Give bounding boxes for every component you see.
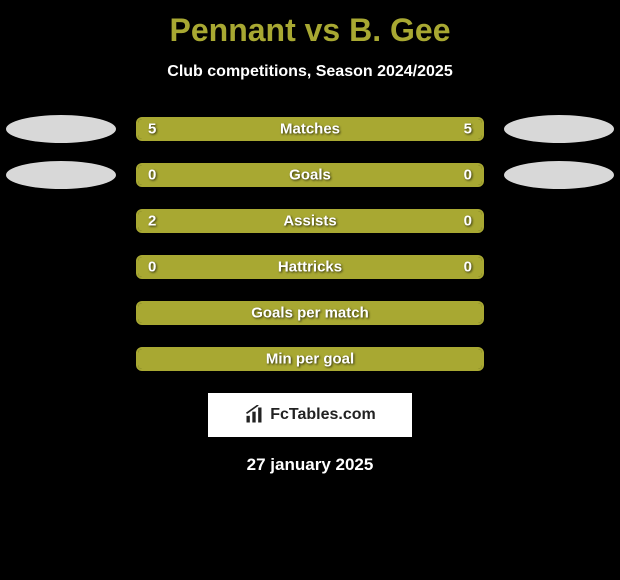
stat-bar: Min per goal bbox=[136, 347, 484, 371]
stat-label: Assists bbox=[283, 213, 336, 230]
stat-row: 2 0 Assists bbox=[0, 209, 620, 233]
stat-value-right: 5 bbox=[464, 121, 472, 138]
stat-label: Goals per match bbox=[251, 305, 369, 322]
stat-label: Matches bbox=[280, 121, 340, 138]
player-marker-right bbox=[504, 161, 614, 189]
stat-row: Goals per match bbox=[0, 301, 620, 325]
brand-text: FcTables.com bbox=[270, 406, 376, 424]
stat-bar: 0 0 Goals bbox=[136, 163, 484, 187]
stat-label: Goals bbox=[289, 167, 331, 184]
stat-bar: 5 5 Matches bbox=[136, 117, 484, 141]
date-label: 27 january 2025 bbox=[0, 455, 620, 475]
stat-bar: 0 0 Hattricks bbox=[136, 255, 484, 279]
stat-bar: Goals per match bbox=[136, 301, 484, 325]
comparison-rows: 5 5 Matches 0 0 Goals 2 0 Assists 0 0 Hattricks Goal… bbox=[0, 117, 620, 371]
stat-bar: 2 0 Assists bbox=[136, 209, 484, 233]
stat-value-left: 0 bbox=[148, 259, 156, 276]
stat-value-right: 0 bbox=[464, 167, 472, 184]
stat-label: Hattricks bbox=[278, 259, 342, 276]
bar-fill-left bbox=[138, 211, 403, 231]
stat-row: 0 0 Goals bbox=[0, 163, 620, 187]
stat-value-right: 0 bbox=[464, 259, 472, 276]
player-marker-right bbox=[504, 115, 614, 143]
stat-value-left: 5 bbox=[148, 121, 156, 138]
player-marker-left bbox=[6, 115, 116, 143]
page-title: Pennant vs B. Gee bbox=[0, 0, 620, 49]
page-subtitle: Club competitions, Season 2024/2025 bbox=[0, 63, 620, 81]
stat-row: 0 0 Hattricks bbox=[0, 255, 620, 279]
brand-logo-icon bbox=[244, 405, 264, 425]
stat-value-left: 2 bbox=[148, 213, 156, 230]
stat-value-left: 0 bbox=[148, 167, 156, 184]
stat-row: 5 5 Matches bbox=[0, 117, 620, 141]
stat-label: Min per goal bbox=[266, 351, 354, 368]
stat-value-right: 0 bbox=[464, 213, 472, 230]
brand-box: FcTables.com bbox=[208, 393, 412, 437]
player-marker-left bbox=[6, 161, 116, 189]
stat-row: Min per goal bbox=[0, 347, 620, 371]
